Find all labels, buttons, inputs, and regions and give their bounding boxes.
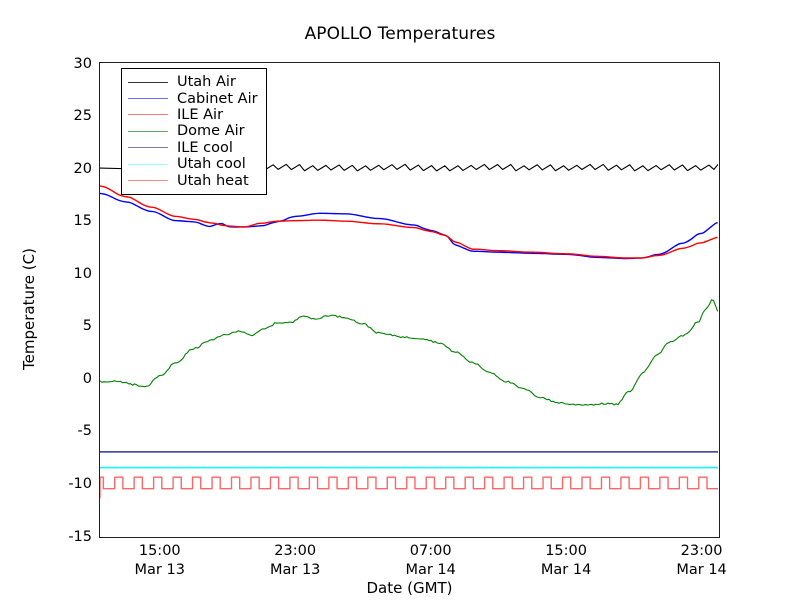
y-tick-label: 10 xyxy=(73,265,92,282)
x-tick-time: 07:00 xyxy=(409,543,452,559)
chart-title: APOLLO Temperatures xyxy=(304,24,496,44)
y-tick-label: 25 xyxy=(73,108,92,125)
legend-item: ILE Air xyxy=(128,107,258,123)
x-tick-time: 23:00 xyxy=(274,543,317,559)
legend-label: Utah Air xyxy=(177,74,236,91)
chart-legend: Utah Air Cabinet Air ILE Air Dome Air ILE co… xyxy=(121,68,267,195)
legend-item: ILE cool xyxy=(128,140,258,156)
legend-color-swatch xyxy=(128,130,168,132)
y-tick-label: -5 xyxy=(77,423,92,440)
series-cabinet-air xyxy=(100,192,718,260)
series-utah-heat xyxy=(100,476,718,499)
x-tick-label: 23:00 Mar 14 xyxy=(676,542,726,580)
plot-lines xyxy=(100,163,718,499)
y-tick-label: -15 xyxy=(68,528,92,545)
legend-color-swatch xyxy=(128,163,168,165)
legend-color-swatch xyxy=(128,147,168,149)
legend-label: ILE cool xyxy=(177,139,233,156)
x-tick-date: Mar 13 xyxy=(269,562,321,578)
y-tick-label: 5 xyxy=(82,318,92,335)
x-axis-label: Date (GMT) xyxy=(366,579,453,597)
x-tick-date: Mar 14 xyxy=(540,562,592,578)
legend-item: Utah Air xyxy=(128,74,258,90)
x-tick-label: 15:00 Mar 14 xyxy=(541,542,591,580)
legend-item: Dome Air xyxy=(128,123,258,139)
x-tick-label: 07:00 Mar 14 xyxy=(405,542,455,580)
x-tick-date: Mar 13 xyxy=(134,562,185,578)
y-tick-label: 30 xyxy=(73,55,92,72)
y-tick-label: -10 xyxy=(68,475,92,492)
x-tick-label: 23:00 Mar 13 xyxy=(270,542,320,580)
legend-color-swatch xyxy=(128,180,168,182)
y-axis-tick-labels: -15 -10 -5 0 5 10 15 20 25 30 xyxy=(0,0,92,600)
y-tick-label: 0 xyxy=(82,370,92,387)
x-tick-time: 15:00 xyxy=(138,543,181,559)
y-tick-label: 15 xyxy=(73,213,92,230)
legend-label: Cabinet Air xyxy=(177,90,258,107)
x-tick-label: 15:00 Mar 13 xyxy=(135,542,185,580)
x-tick-time: 23:00 xyxy=(680,543,723,559)
legend-label: ILE Air xyxy=(177,106,224,123)
x-tick-time: 15:00 xyxy=(545,543,588,559)
series-ile-air xyxy=(100,185,718,259)
legend-label: Utah heat xyxy=(177,172,249,189)
y-tick-label: 20 xyxy=(73,160,92,177)
legend-label: Dome Air xyxy=(177,123,245,140)
x-tick-date: Mar 14 xyxy=(405,562,456,578)
legend-item: Cabinet Air xyxy=(128,90,258,107)
x-tick-date: Mar 14 xyxy=(676,562,727,578)
legend-color-swatch xyxy=(128,98,168,100)
series-dome-air xyxy=(100,299,718,406)
legend-color-swatch xyxy=(128,114,168,116)
legend-color-swatch xyxy=(128,81,168,83)
legend-label: Utah cool xyxy=(177,156,246,173)
legend-item: Utah cool xyxy=(128,156,258,172)
legend-item: Utah heat xyxy=(128,172,258,189)
